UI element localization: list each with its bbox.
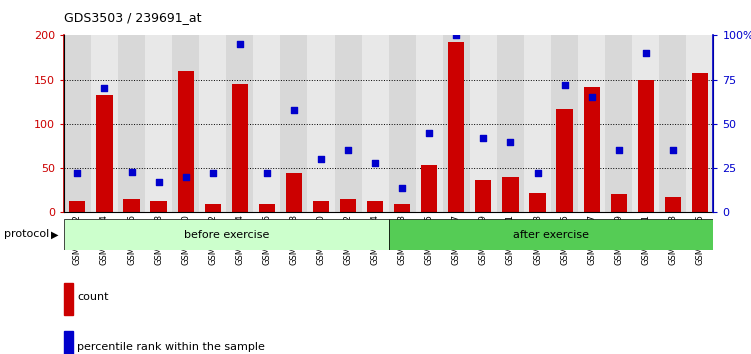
Point (640, 50, 652, 56)
Bar (253, 35, 280, 212)
Bar (96, 95, 113, 212)
Bar (177, 71, 194, 212)
Bar (145, 35, 172, 212)
Bar (231, 84, 248, 212)
Bar (334, 35, 361, 212)
Point (613, 148, 625, 153)
Point (234, 41, 246, 47)
Bar (551, 35, 578, 212)
Bar (524, 35, 551, 212)
Point (98, 86, 110, 91)
Bar (394, 204, 410, 212)
Bar (150, 201, 167, 212)
Point (342, 148, 354, 153)
Bar (611, 194, 627, 212)
Point (559, 82, 571, 88)
Bar (443, 35, 470, 212)
Bar (313, 201, 329, 212)
Bar (497, 35, 524, 212)
Bar (199, 35, 226, 212)
Bar (578, 35, 605, 212)
Bar (470, 35, 497, 212)
Bar (258, 204, 275, 212)
Point (451, 33, 463, 38)
Bar (584, 87, 600, 212)
Bar (389, 35, 416, 212)
Point (532, 171, 544, 176)
Point (207, 171, 219, 176)
Point (261, 171, 273, 176)
Bar (204, 204, 221, 212)
Bar (605, 35, 632, 212)
Point (369, 160, 381, 166)
Text: protocol: protocol (4, 229, 49, 239)
Text: ▶: ▶ (51, 229, 59, 239)
Bar (340, 199, 356, 212)
Point (694, 15, 706, 21)
Bar (416, 35, 443, 212)
Bar (475, 180, 491, 212)
Text: before exercise: before exercise (183, 229, 269, 240)
Bar (226, 35, 253, 212)
Bar (91, 35, 118, 212)
Point (505, 139, 517, 144)
Bar (556, 109, 573, 212)
Point (315, 156, 327, 162)
Text: GDS3503 / 239691_at: GDS3503 / 239691_at (64, 11, 201, 24)
Point (397, 185, 409, 190)
Bar (502, 177, 518, 212)
Bar (389, 219, 713, 250)
Point (125, 169, 137, 175)
Point (179, 174, 192, 180)
Point (71, 171, 83, 176)
Bar (64, 35, 91, 212)
Bar (280, 35, 307, 212)
Bar (692, 73, 708, 212)
Bar (307, 35, 334, 212)
Bar (421, 166, 437, 212)
Bar (69, 201, 86, 212)
Bar (172, 35, 199, 212)
Bar (118, 35, 145, 212)
Point (424, 130, 436, 136)
Bar (367, 201, 383, 212)
Point (152, 179, 164, 185)
Text: count: count (77, 292, 109, 302)
Bar (665, 198, 681, 212)
Point (667, 148, 679, 153)
Bar (286, 172, 302, 212)
Bar (638, 80, 654, 212)
Bar (529, 193, 546, 212)
Bar (448, 42, 464, 212)
Text: after exercise: after exercise (513, 229, 589, 240)
Point (586, 95, 598, 100)
Point (478, 135, 490, 141)
Bar (632, 35, 659, 212)
Text: percentile rank within the sample: percentile rank within the sample (77, 342, 265, 352)
Bar (659, 35, 686, 212)
Bar (361, 35, 389, 212)
Bar (686, 35, 713, 212)
Point (288, 107, 300, 113)
Bar (123, 199, 140, 212)
Bar (64, 219, 389, 250)
